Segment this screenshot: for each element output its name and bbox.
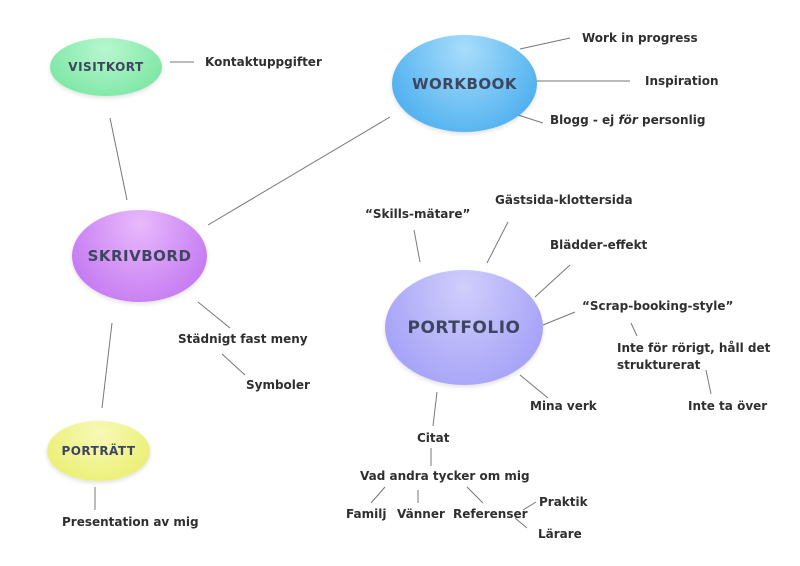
label-inte-rorigt: Inte för rörigt, håll det strukturerat <box>617 341 771 372</box>
skrivbord-label: SKRIVBORD <box>87 247 192 265</box>
line-referenser-praktik <box>522 501 537 511</box>
line-vadandra-familj <box>370 486 386 504</box>
line-stadnigt-symboler <box>221 353 246 376</box>
label-inspiration: Inspiration <box>645 74 719 88</box>
line-scrap-rorigt <box>630 322 638 337</box>
label-work-in-progress: Work in progress <box>582 31 698 45</box>
line-portfolio-minaverk <box>519 374 549 399</box>
label-gastsida: Gästsida-klottersida <box>495 193 633 207</box>
visitkort-node[interactable]: VISITKORT <box>50 38 162 96</box>
workbook-node[interactable]: WORKBOOK <box>392 35 537 132</box>
label-praktik: Praktik <box>539 495 588 509</box>
visitkort-label: VISITKORT <box>68 60 144 74</box>
line-workbook-blogg <box>517 114 544 124</box>
label-kontaktuppgifter: Kontaktuppgifter <box>205 55 322 69</box>
blogg-text-post: personlig <box>637 113 706 127</box>
workbook-label: WORKBOOK <box>411 74 518 93</box>
line-rorigt-intetaover <box>705 369 712 395</box>
line-vadandra-referenser <box>466 486 484 504</box>
portfolio-label: PORTFOLIO <box>407 317 521 338</box>
label-referenser: Referenser <box>453 507 528 521</box>
line-visitkort-skrivbord <box>109 117 128 201</box>
line-referenser-larare <box>514 517 528 529</box>
label-blogg: Blogg - ej för personlig <box>550 112 705 129</box>
line-workbook-wip <box>519 37 571 50</box>
line-workbook-skrivbord <box>207 116 391 226</box>
blogg-text-pre: Blogg - ej <box>550 113 619 127</box>
line-portfolio-citat <box>432 391 438 427</box>
line-portfolio-bladder <box>534 264 571 298</box>
line-skrivbord-portratt <box>101 322 113 409</box>
skrivbord-node[interactable]: SKRIVBORD <box>72 210 207 302</box>
line-portfolio-scrap <box>542 311 576 326</box>
label-larare: Lärare <box>538 527 582 541</box>
label-familj: Familj <box>346 507 387 521</box>
blogg-text-italic: för <box>618 113 638 127</box>
label-stadnigt-fast-meny: Städnigt fast meny <box>178 332 308 346</box>
label-mina-verk: Mina verk <box>530 399 597 413</box>
label-vad-andra-tycker: Vad andra tycker om mig <box>360 469 530 483</box>
label-presentation: Presentation av mig <box>62 515 199 529</box>
label-vanner: Vänner <box>397 507 445 521</box>
portratt-label: PORTRÄTT <box>61 444 136 458</box>
portfolio-node[interactable]: PORTFOLIO <box>385 270 543 385</box>
label-citat: Citat <box>417 431 450 445</box>
line-skrivbord-stadnigt <box>197 301 231 329</box>
label-scrap-booking: “Scrap-booking-style” <box>582 299 734 313</box>
label-bladder-effekt: Blädder-effekt <box>550 238 648 252</box>
line-portfolio-skills <box>413 229 421 263</box>
label-skills-matare: “Skills-mätare” <box>365 207 471 221</box>
portratt-node[interactable]: PORTRÄTT <box>47 421 150 481</box>
label-symboler: Symboler <box>246 378 310 392</box>
line-portfolio-gastsida <box>486 221 509 264</box>
label-inte-ta-over: Inte ta över <box>688 399 768 413</box>
